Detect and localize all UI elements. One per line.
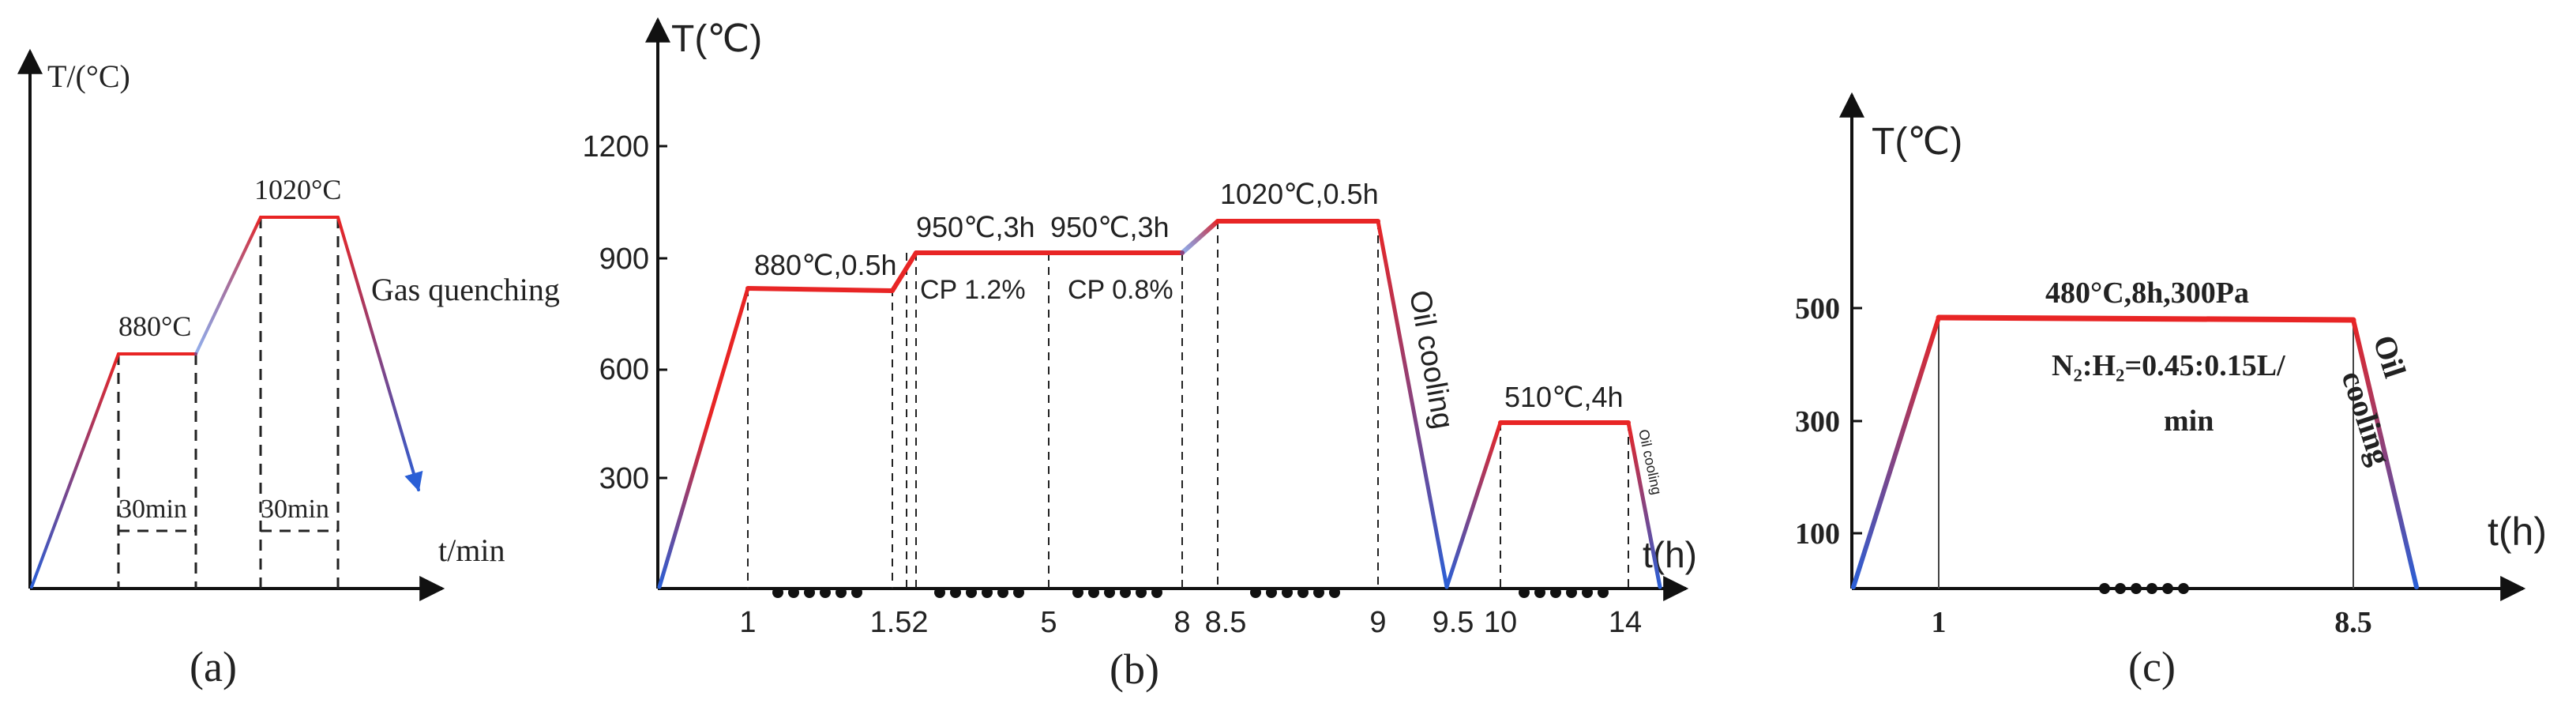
panel-b-heat-2	[890, 250, 918, 293]
panel-a-label-30min-2: 30min	[261, 495, 329, 524]
panel-b-label-950-2: 950℃,3h	[1050, 211, 1170, 243]
panel-b-xtick-14: 14	[1609, 606, 1642, 639]
panel-b-heat-4	[1444, 420, 1503, 589]
panel-c-label-process: 480°C,8h,300Pa	[2045, 276, 2249, 310]
panel-b-heat-1	[657, 286, 750, 589]
panel-a-heat-2	[194, 216, 262, 355]
panel-a-heat-1	[30, 352, 120, 589]
panel-b-xtick-10: 10	[1484, 606, 1517, 639]
panel-c-profile	[1851, 314, 2419, 589]
panel-b-heat-3	[1180, 219, 1220, 255]
panel-a-caption: (a)	[190, 643, 237, 690]
panel-a-gas-quench	[336, 216, 423, 492]
panel-b-xtick-2: 2	[911, 606, 928, 639]
panel-b-xtick-5: 5	[1040, 606, 1057, 639]
panel-c-caption: (c)	[2128, 643, 2176, 690]
panel-b: T(℃) t(h) 300 600 900 1200	[582, 17, 1697, 693]
panel-b-label-cp-2: CP 0.8%	[1068, 275, 1173, 305]
panel-c-guides	[1938, 318, 2354, 589]
panel-b-hold-880	[745, 286, 895, 293]
panel-c-ytick-300: 300	[1795, 405, 1840, 438]
panel-b-xtick-1: 1	[739, 606, 756, 639]
panel-b-guides	[747, 221, 1629, 589]
panel-b-label-oil-cooling: Oil cooling	[1403, 288, 1459, 431]
panel-b-y-ticks	[658, 145, 667, 480]
panel-c-xtick-8.5: 8.5	[2334, 606, 2372, 639]
panel-b-ytick-600: 600	[599, 353, 649, 386]
panel-a-label-30min-1: 30min	[118, 495, 187, 524]
panel-b-label-950-1: 950℃,3h	[916, 211, 1035, 243]
panel-a-profile	[30, 216, 423, 589]
panel-c-ytick-500: 500	[1795, 292, 1840, 325]
panel-c-label-cooling: cooling	[2334, 367, 2398, 469]
panel-b-label-880: 880℃,0.5h	[754, 249, 897, 281]
panel-c-label-gas-ratio: N₂:H₂=0.45:0.15L/	[2052, 349, 2285, 382]
panel-b-label-510: 510℃,4h	[1504, 381, 1624, 413]
panel-a-label-880: 880°C	[118, 310, 191, 342]
panel-b-xtick-1.5: 1.5	[870, 606, 912, 639]
panel-b-ytick-300: 300	[599, 462, 649, 495]
panel-a-x-label: t/min	[438, 532, 505, 568]
panel-b-xtick-9.5: 9.5	[1433, 606, 1474, 639]
panel-b-xtick-8.5: 8.5	[1205, 606, 1247, 639]
panel-b-ytick-1200: 1200	[582, 130, 649, 164]
panel-b-xtick-9: 9	[1369, 606, 1386, 639]
panel-c-label-gas-ratio-unit: min	[2164, 404, 2214, 438]
panel-a: T/(°C) t/min 880°C 1020°C Gas quenching …	[17, 48, 560, 690]
panel-b-xtick-8: 8	[1173, 606, 1190, 639]
panel-b-y-label: T(℃)	[671, 18, 762, 60]
panel-a-label-gas-quenching: Gas quenching	[371, 272, 560, 307]
panel-c-oil-cooling	[2351, 318, 2419, 589]
panel-b-label-cp-1: CP 1.2%	[920, 275, 1026, 305]
panel-a-label-1020: 1020°C	[254, 174, 341, 205]
panel-b-dots	[772, 587, 1609, 598]
panel-b-oil-cooling	[1376, 219, 1449, 589]
panel-c-xtick-1: 1	[1932, 606, 1947, 639]
panel-a-guides	[117, 217, 340, 589]
panel-c-dots	[2099, 583, 2189, 594]
panel-b-ytick-900: 900	[599, 243, 649, 276]
panel-c-x-label: t(h)	[2488, 510, 2547, 554]
panel-c-ytick-100: 100	[1795, 517, 1840, 551]
panel-c-hold-480	[1936, 314, 2356, 323]
panel-a-y-label: T/(°C)	[47, 58, 130, 94]
panel-c: T(℃) t(h) 100 300 500 480°C,8h,300Pa N₂:…	[1795, 92, 2547, 690]
panel-c-y-label: T(℃)	[1872, 121, 1962, 163]
panel-b-caption: (b)	[1110, 645, 1159, 693]
panel-b-label-1020: 1020℃,0.5h	[1220, 178, 1379, 210]
panel-b-profile	[657, 219, 1662, 589]
panel-c-y-ticks	[1852, 307, 1862, 535]
panel-b-oil-cooling-2	[1626, 420, 1662, 589]
panel-c-heat	[1851, 315, 1941, 589]
panel-c-label-oil: Oil	[2366, 331, 2413, 382]
